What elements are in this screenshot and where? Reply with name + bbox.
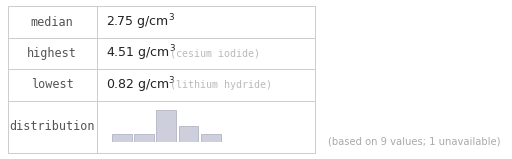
Text: lowest: lowest (31, 79, 74, 91)
Text: (lithium hydride): (lithium hydride) (170, 80, 272, 90)
Text: median: median (31, 16, 74, 29)
Text: 2.75 g/cm$^3$: 2.75 g/cm$^3$ (106, 12, 175, 32)
Bar (112, 134, 132, 142)
Bar (134, 134, 154, 142)
Bar (179, 126, 198, 142)
Bar (157, 110, 176, 142)
Text: (based on 9 values; 1 unavailable): (based on 9 values; 1 unavailable) (328, 136, 500, 146)
Text: highest: highest (27, 47, 77, 60)
Text: (cesium iodide): (cesium iodide) (170, 48, 260, 59)
Text: 4.51 g/cm$^3$: 4.51 g/cm$^3$ (106, 44, 176, 63)
Bar (201, 134, 221, 142)
Text: distribution: distribution (10, 120, 95, 133)
Text: 0.82 g/cm$^3$: 0.82 g/cm$^3$ (106, 75, 176, 95)
